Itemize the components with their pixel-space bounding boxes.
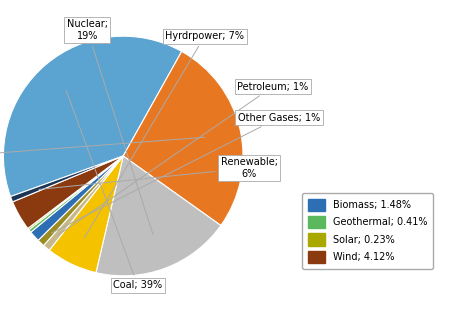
Text: Natural Gas;
27%: Natural Gas; 27% xyxy=(0,137,205,167)
Text: Coal; 39%: Coal; 39% xyxy=(66,90,162,290)
Text: Hyrdrpower; 7%: Hyrdrpower; 7% xyxy=(84,31,244,238)
Wedge shape xyxy=(38,156,123,246)
Text: Nuclear;
19%: Nuclear; 19% xyxy=(67,19,153,234)
Text: Other Gases; 1%: Other Gases; 1% xyxy=(52,113,320,233)
Wedge shape xyxy=(96,156,221,276)
Wedge shape xyxy=(31,156,123,240)
Wedge shape xyxy=(123,51,243,226)
Wedge shape xyxy=(12,156,123,228)
Wedge shape xyxy=(10,156,123,202)
Wedge shape xyxy=(49,156,123,273)
Wedge shape xyxy=(44,156,123,250)
Wedge shape xyxy=(28,156,123,230)
Wedge shape xyxy=(29,156,123,232)
Wedge shape xyxy=(3,36,182,197)
Text: Renewable;
6%: Renewable; 6% xyxy=(39,157,278,189)
Legend: Biomass; 1.48%, Geothermal; 0.41%, Solar; 0.23%, Wind; 4.12%: Biomass; 1.48%, Geothermal; 0.41%, Solar… xyxy=(302,193,433,269)
Text: Petroleum; 1%: Petroleum; 1% xyxy=(58,81,309,235)
